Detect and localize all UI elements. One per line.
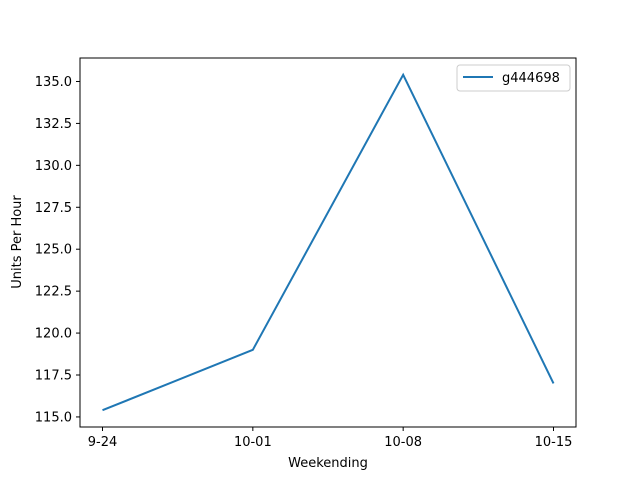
data-point xyxy=(402,74,404,76)
y-tick-label: 135.0 xyxy=(35,75,72,90)
x-tick-label: 10-08 xyxy=(384,435,422,450)
series-line-0 xyxy=(102,72,555,412)
y-axis-label: Units Per Hour xyxy=(10,195,25,289)
series-layer xyxy=(102,72,555,412)
legend: g444698 xyxy=(456,64,571,92)
y-tick-label: 117.5 xyxy=(35,369,72,384)
data-point xyxy=(553,382,555,384)
y-tick-label: 115.0 xyxy=(35,410,72,425)
y-axis-ticks: 115.0 117.5 120.0 122.5 125.0 127.5 130.0 132.5… xyxy=(35,75,80,425)
legend-box xyxy=(456,64,571,92)
y-tick-label: 127.5 xyxy=(35,201,72,216)
y-tick-label: 120.0 xyxy=(35,327,72,342)
x-axis-ticks: 9-24 10-01 10-08 10-15 xyxy=(88,427,573,450)
x-axis-label: Weekending xyxy=(288,456,368,471)
y-tick-label: 130.0 xyxy=(35,159,72,174)
plot-area xyxy=(80,58,576,427)
legend-label: g444698 xyxy=(502,71,560,86)
y-tick-label: 125.0 xyxy=(35,243,72,258)
y-tick-label: 132.5 xyxy=(35,117,72,132)
y-tick-label: 122.5 xyxy=(35,285,72,300)
data-point xyxy=(252,349,254,351)
data-point xyxy=(102,409,104,411)
x-tick-label: 10-01 xyxy=(234,435,272,450)
x-tick-label: 10-15 xyxy=(535,435,573,450)
plot-frame xyxy=(79,57,577,428)
x-tick-label: 9-24 xyxy=(88,435,118,450)
